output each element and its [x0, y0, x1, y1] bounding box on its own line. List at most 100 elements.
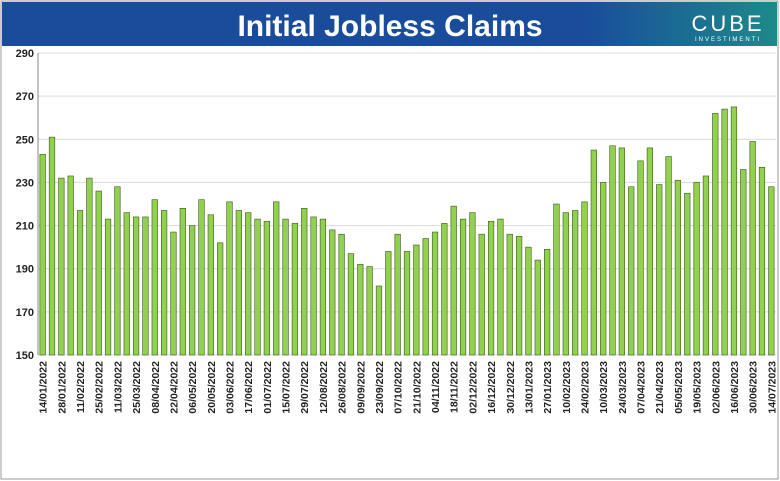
bar — [58, 177, 65, 356]
bar — [534, 259, 541, 356]
bar — [291, 223, 299, 356]
x-tick-label: 18/11/2022 — [449, 361, 461, 413]
bar — [684, 192, 691, 356]
header-band — [2, 2, 777, 46]
x-tick-label: 09/09/2022 — [355, 361, 367, 414]
x-tick-label: 15/07/2022 — [281, 361, 293, 414]
bar — [628, 186, 635, 356]
bar — [207, 214, 214, 356]
bar — [347, 253, 355, 356]
bar — [693, 182, 700, 356]
bar — [721, 108, 728, 356]
x-tick-label: 25/03/2022 — [131, 361, 143, 414]
x-tick-label: 13/01/2023 — [523, 361, 535, 414]
bar — [562, 212, 569, 356]
bar — [282, 218, 289, 356]
bar — [758, 167, 766, 356]
bar — [319, 218, 327, 356]
bar — [478, 233, 485, 356]
bar — [702, 175, 710, 356]
bar — [459, 218, 467, 356]
bar — [357, 264, 364, 356]
bar — [553, 203, 560, 356]
y-tick-label: 290 — [16, 48, 34, 60]
bar — [263, 220, 270, 356]
bar — [665, 156, 672, 356]
x-tick-label: 19/05/2023 — [692, 361, 704, 414]
bar — [450, 205, 457, 356]
bar — [189, 225, 196, 356]
y-tick-label: 210 — [16, 221, 34, 233]
bar — [151, 199, 158, 356]
x-tick-label: 24/03/2023 — [617, 361, 629, 414]
x-tick-label: 03/06/2022 — [225, 361, 237, 414]
bar — [394, 233, 401, 356]
x-tick-label: 11/03/2022 — [112, 361, 124, 413]
x-tick-label: 01/07/2022 — [262, 361, 274, 414]
x-tick-label: 24/02/2023 — [579, 361, 591, 414]
x-tick-label: 02/06/2023 — [710, 361, 722, 414]
bar — [768, 186, 775, 356]
bar — [572, 210, 579, 356]
bar — [198, 199, 205, 356]
bar — [338, 233, 345, 356]
y-tick-label: 150 — [16, 350, 34, 362]
x-tick-label: 28/01/2022 — [56, 361, 68, 414]
x-tick-label: 11/02/2022 — [75, 361, 87, 413]
bar — [413, 244, 420, 356]
bar — [179, 208, 186, 356]
x-tick-label: 21/04/2023 — [654, 361, 666, 414]
bar — [637, 160, 644, 356]
bar — [95, 190, 102, 356]
x-tick-label: 25/02/2022 — [94, 361, 106, 414]
bar — [48, 136, 56, 356]
bar — [132, 216, 140, 356]
x-tick-label: 05/05/2023 — [673, 361, 685, 414]
bar — [422, 238, 429, 356]
bar — [235, 210, 242, 356]
bar — [170, 231, 177, 356]
x-tick-label: 14/01/2022 — [38, 361, 50, 414]
bar — [123, 212, 130, 356]
bar — [469, 212, 476, 356]
bar — [515, 236, 523, 356]
bar — [403, 251, 411, 356]
bar — [310, 216, 317, 356]
bar — [730, 106, 738, 356]
bar — [581, 201, 588, 356]
bar — [104, 218, 112, 356]
x-tick-label: 29/07/2022 — [299, 361, 311, 414]
y-tick-label: 250 — [16, 134, 34, 146]
x-tick-label: 27/01/2023 — [542, 361, 554, 414]
y-tick-label: 230 — [16, 177, 34, 189]
y-tick-label: 190 — [16, 264, 34, 276]
y-tick-label: 270 — [16, 91, 34, 103]
bar — [609, 145, 616, 356]
x-tick-label: 12/08/2022 — [318, 361, 330, 414]
bar — [76, 210, 84, 356]
brand: CUBE — [691, 11, 764, 36]
x-tick-label: 14/07/2023 — [766, 361, 778, 414]
bar — [749, 141, 756, 356]
bar — [226, 201, 233, 356]
bar — [712, 113, 719, 356]
brand-sub: INVESTIMENTI — [695, 37, 761, 43]
bar — [441, 223, 448, 356]
bar — [142, 216, 149, 356]
x-tick-label: 22/04/2022 — [168, 361, 180, 414]
x-tick-label: 07/04/2023 — [636, 361, 648, 414]
bar — [740, 169, 747, 356]
x-tick-label: 07/10/2022 — [393, 361, 405, 414]
x-tick-label: 30/06/2023 — [748, 361, 760, 414]
bar — [329, 229, 336, 356]
x-tick-label: 16/06/2023 — [729, 361, 741, 414]
x-tick-label: 02/12/2022 — [467, 361, 479, 414]
bar — [385, 251, 392, 356]
bar — [114, 186, 121, 356]
bar — [254, 218, 261, 356]
x-tick-label: 30/12/2022 — [505, 361, 517, 414]
bar — [301, 208, 308, 356]
x-tick-label: 16/12/2022 — [486, 361, 498, 414]
